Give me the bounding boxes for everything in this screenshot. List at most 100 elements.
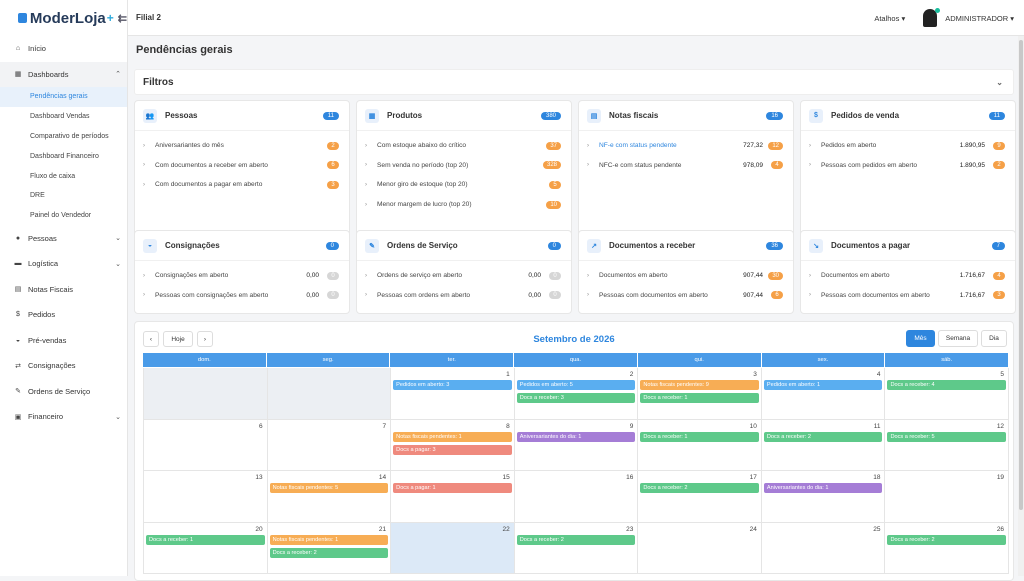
calendar-today-button[interactable]: Hoje — [163, 331, 193, 347]
calendar-event[interactable]: Docs a receber: 5 — [887, 431, 1007, 442]
calendar-event[interactable]: Pedidos em aberto: 5 — [516, 380, 636, 390]
calendar-event[interactable]: Docs a pagar: 3 — [393, 444, 512, 455]
calendar-event[interactable]: Notas fiscais pendentes: 9 — [640, 380, 759, 390]
calendar-day[interactable]: 22 — [391, 522, 515, 574]
calendar-day[interactable]: 26 Docs a receber: 2 — [885, 522, 1010, 574]
calendar-day[interactable]: 16 — [514, 471, 639, 523]
calendar-event[interactable]: Pedidos em aberto: 1 — [763, 380, 883, 390]
calendar-day[interactable]: 24 — [638, 522, 762, 574]
calendar-event[interactable]: Docs a receber: 1 — [640, 393, 759, 403]
calendar-day[interactable]: 8 Notas fiscais pendentes: 1 Docs a pagar:… — [391, 419, 515, 471]
calendar-day[interactable]: 4 Pedidos em aberto: 1 — [761, 368, 886, 420]
sidebar-item-wrench[interactable]: ✎ Ordens de Serviço — [0, 379, 127, 405]
calendar-day[interactable]: 1 Pedidos em aberto: 3 — [391, 368, 515, 420]
shortcuts-menu[interactable]: Atalhos ▾ — [874, 13, 906, 23]
calendar-day[interactable]: 17 Docs a receber: 2 — [638, 471, 762, 523]
sidebar-item-finance[interactable]: ▣ Financeiro ⌄ — [0, 404, 127, 430]
sidebar-item-dashboard[interactable]: ▦ Dashboards ⌃ — [0, 61, 127, 87]
card-row[interactable]: › Documentos em aberto 1.716,67 4 — [801, 266, 1015, 286]
view-week-button[interactable]: Semana — [938, 330, 978, 347]
card-row[interactable]: › Pessoas com pedidos em aberto 1.890,95 2 — [801, 156, 1015, 176]
view-month-button[interactable]: Mês — [906, 330, 935, 347]
sidebar-subitem[interactable]: Dashboard Financeiro — [30, 152, 99, 160]
card-row[interactable]: › Aniversariantes do mês 2 — [135, 136, 349, 156]
calendar-event[interactable]: Docs a receber: 4 — [887, 380, 1007, 390]
card-row[interactable]: › NF-e com status pendente 727,32 12 — [579, 136, 793, 156]
card-row[interactable]: › Com documentos a receber em aberto 6 — [135, 156, 349, 176]
card-row[interactable]: › Com documentos a pagar em aberto 3 — [135, 175, 349, 195]
calendar-event[interactable]: Docs a receber: 1 — [146, 534, 265, 545]
user-menu[interactable]: ADMINISTRADOR ▾ — [945, 13, 1014, 23]
card-row[interactable]: › NFC-e com status pendente 978,09 4 — [579, 156, 793, 176]
calendar-day[interactable]: 9 Aniversariantes do dia: 1 — [514, 419, 639, 471]
calendar-event[interactable]: Aniversariantes do dia: 1 — [763, 483, 883, 493]
card-row[interactable]: › Pessoas com documentos em aberto 1.716,6… — [801, 286, 1015, 306]
calendar-event[interactable]: Docs a receber: 2 — [269, 547, 389, 558]
calendar-day[interactable]: 19 — [885, 471, 1010, 523]
sidebar-subitem[interactable]: Fluxo de caixa — [30, 172, 76, 180]
card-row[interactable]: › Menor margem de lucro (top 20) 10 — [357, 195, 571, 215]
calendar-day[interactable]: 2 Pedidos em aberto: 5 Docs a receber: 3 — [514, 368, 639, 420]
calendar-day[interactable]: 11 Docs a receber: 2 — [761, 419, 886, 471]
avatar[interactable] — [923, 8, 941, 27]
card-row[interactable]: › Sem venda no período (top 20) 328 — [357, 156, 571, 176]
calendar-event[interactable]: Notas fiscais pendentes: 1 — [393, 431, 512, 442]
sidebar-item-basket[interactable]: ◒ Pré-vendas — [0, 328, 127, 354]
card-row[interactable]: › Consignações em aberto 0,00 0 — [135, 266, 349, 286]
sidebar-item-home[interactable]: ⌂ Início — [0, 36, 127, 62]
calendar-prev-button[interactable]: ‹ — [143, 331, 159, 347]
calendar-day[interactable]: 12 Docs a receber: 5 — [885, 419, 1010, 471]
calendar-event[interactable]: Docs a pagar: 1 — [393, 483, 512, 493]
sidebar-subitem[interactable]: DRE — [30, 192, 45, 200]
sidebar-subitem[interactable]: Pendências gerais — [0, 87, 127, 107]
calendar-event[interactable]: Notas fiscais pendentes: 5 — [269, 483, 389, 493]
scrollbar-thumb[interactable] — [1019, 40, 1023, 510]
calendar-event[interactable]: Aniversariantes do dia: 1 — [516, 431, 636, 442]
sidebar-item-truck[interactable]: ▬ Logística ⌄ — [0, 251, 127, 277]
calendar-day[interactable] — [267, 368, 392, 420]
card-row[interactable]: › Pessoas com documentos em aberto 907,44 6 — [579, 286, 793, 306]
calendar-event[interactable]: Docs a receber: 1 — [640, 431, 759, 442]
calendar-day[interactable]: 3 Notas fiscais pendentes: 9 Docs a recebe… — [638, 368, 762, 420]
sidebar-item-user[interactable]: ● Pessoas ⌄ — [0, 226, 127, 252]
calendar-day[interactable]: 14 Notas fiscais pendentes: 5 — [267, 471, 392, 523]
chevron-down-icon[interactable]: ⌄ — [996, 77, 1003, 87]
calendar-next-button[interactable]: › — [197, 331, 213, 347]
card-row[interactable]: › Pessoas com ordens em aberto 0,00 0 — [357, 286, 571, 306]
calendar-day[interactable] — [143, 368, 268, 420]
card-row[interactable]: › Pedidos em aberto 1.890,95 9 — [801, 136, 1015, 156]
calendar-day[interactable]: 6 — [143, 419, 268, 471]
calendar-event[interactable]: Notas fiscais pendentes: 1 — [269, 534, 389, 545]
sidebar-subitem[interactable]: Dashboard Vendas — [30, 113, 90, 121]
calendar-event[interactable]: Docs a receber: 2 — [887, 534, 1007, 545]
calendar-day[interactable]: 21 Notas fiscais pendentes: 1 Docs a receb… — [267, 522, 392, 574]
card-row[interactable]: › Ordens de serviço em aberto 0,00 0 — [357, 266, 571, 286]
calendar-event[interactable]: Docs a receber: 2 — [516, 534, 636, 545]
branch-name[interactable]: Filial 2 — [136, 13, 161, 22]
view-day-button[interactable]: Dia — [981, 330, 1007, 347]
calendar-day[interactable]: 20 Docs a receber: 1 — [143, 522, 268, 574]
brand-logo[interactable]: ModerLoja + ⇇ — [0, 0, 127, 36]
scrollbar[interactable] — [1018, 36, 1024, 576]
calendar-event[interactable]: Docs a receber: 2 — [763, 431, 883, 442]
card-row[interactable]: › Com estoque abaixo do crítico 37 — [357, 136, 571, 156]
sidebar-item-invoice[interactable]: ▤ Notas Fiscais — [0, 277, 127, 303]
calendar-day[interactable]: 18 Aniversariantes do dia: 1 — [761, 471, 886, 523]
calendar-day[interactable]: 13 — [143, 471, 268, 523]
sidebar-subitem[interactable]: Comparativo de períodos — [30, 132, 109, 140]
sidebar-item-dollar[interactable]: $ Pedidos — [0, 302, 127, 328]
card-row[interactable]: › Pessoas com consignações em aberto 0,00 0 — [135, 286, 349, 306]
calendar-day[interactable]: 25 — [761, 522, 886, 574]
collapse-icon[interactable]: ⇇ — [117, 12, 127, 25]
calendar-event[interactable]: Docs a receber: 3 — [516, 393, 636, 403]
card-row[interactable]: › Menor giro de estoque (top 20) 5 — [357, 175, 571, 195]
calendar-event[interactable]: Pedidos em aberto: 3 — [393, 380, 512, 390]
calendar-event[interactable]: Docs a receber: 2 — [640, 483, 759, 493]
calendar-day[interactable]: 23 Docs a receber: 2 — [514, 522, 639, 574]
card-row[interactable]: › Documentos em aberto 907,44 30 — [579, 266, 793, 286]
filters-panel[interactable]: Filtros ⌄ — [134, 69, 1014, 95]
calendar-day[interactable]: 7 — [267, 419, 392, 471]
calendar-day[interactable]: 10 Docs a receber: 1 — [638, 419, 762, 471]
calendar-day[interactable]: 5 Docs a receber: 4 — [885, 368, 1010, 420]
sidebar-item-exchange[interactable]: ⇄ Consignações — [0, 353, 127, 379]
